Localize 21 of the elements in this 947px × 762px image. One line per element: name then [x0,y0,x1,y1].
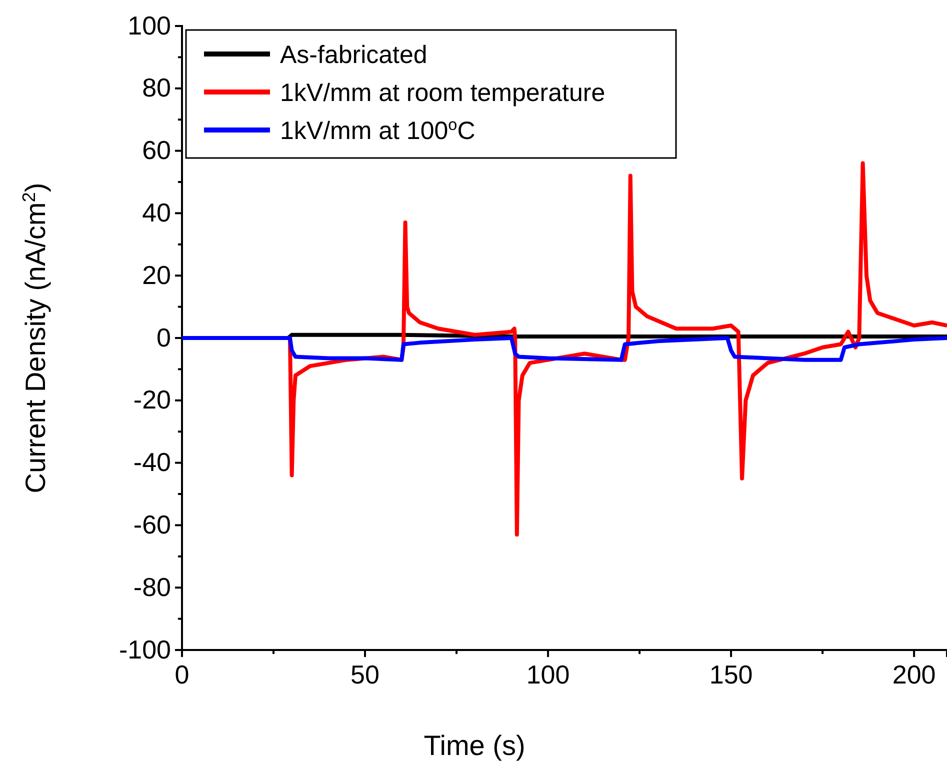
y-tick-label: 20 [142,260,171,290]
x-tick-label: 150 [709,659,753,690]
x-tick-label: 0 [174,659,190,690]
y-tick-label: 80 [142,72,171,103]
legend-label: As-fabricated [280,41,428,69]
legend-label: 1kV/mm at room temperature [280,79,606,107]
line-series [180,336,947,362]
y-tick-label: -20 [133,384,171,415]
x-axis-title: Time (s) [424,730,526,761]
y-tick-label: -80 [133,572,171,602]
x-tick-label: 200 [892,659,936,690]
y-tick-label: 60 [142,135,171,166]
x-tick-label: 50 [350,659,380,690]
y-tick-label: 40 [142,198,171,228]
y-tick-label: -60 [133,510,171,540]
y-tick-label: -100 [118,634,171,664]
y-tick-label: 0 [156,322,171,352]
x-tick-label: 100 [526,659,570,690]
legend-label: 1kV/mm at 100$^{o}$C [280,116,476,145]
y-tick-label: -40 [133,447,171,478]
y-tick-label: 100 [128,10,171,40]
